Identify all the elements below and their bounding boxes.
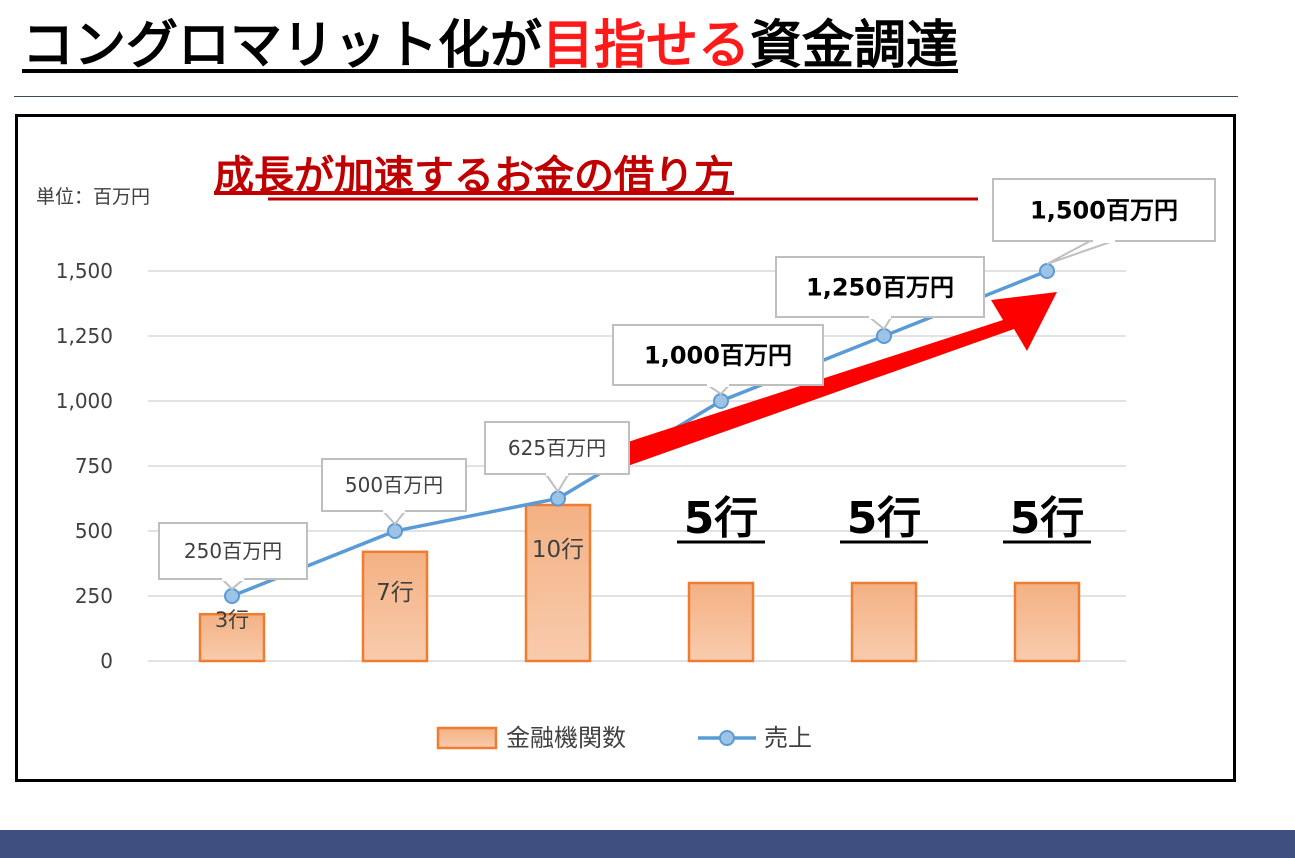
bar [1013, 581, 1081, 663]
sales-point [550, 490, 566, 507]
chart-frame: 0 250 500 750 1,000 1,250 1,500 成長が加速するお金の借り方単… [15, 114, 1236, 782]
callout-pointer [1046, 239, 1117, 265]
sales-data-label: 250百万円 [184, 539, 282, 563]
callout-joint [1093, 238, 1115, 243]
title-part-1: コングロマリット化が [22, 16, 543, 76]
legend-label-bars: 金融機関数 [506, 724, 626, 752]
sales-line [231, 269, 1048, 598]
callout-pointer [381, 509, 407, 526]
combo-chart: 0 250 500 750 1,000 1,250 1,500 成長が加速するお金の借り方単… [36, 153, 1216, 752]
callout-box [612, 324, 824, 386]
title-divider [14, 96, 1238, 97]
callout-box [992, 178, 1216, 242]
legend-marker-line [719, 730, 735, 746]
bar-label: 10行 [532, 537, 584, 563]
sales-point [876, 328, 892, 344]
bar [850, 581, 918, 663]
sales-data-label: 1,250百万円 [806, 274, 954, 302]
y-tick-label: 1,000 [56, 389, 113, 413]
title-part-2: 資金調達 [750, 16, 959, 76]
y-tick-label: 1,500 [56, 259, 113, 283]
callout-joint [707, 382, 729, 387]
sales-point [224, 588, 240, 604]
callout-joint [546, 471, 568, 476]
y-tick-label: 0 [100, 649, 113, 673]
bar-label: 7行 [376, 580, 414, 606]
sales-data-label: 625百万円 [508, 436, 606, 460]
callout-joint [222, 576, 244, 581]
bar-label: 5行 [684, 493, 759, 544]
growth-arrow [594, 292, 1057, 474]
bar-label: 5行 [1010, 493, 1085, 544]
sales-data-label: 500百万円 [345, 473, 443, 497]
bar-label: 3行 [215, 608, 249, 632]
slide-title: コングロマリット化が目指せる資金調達 [22, 16, 959, 76]
bar-label: 5行 [847, 493, 922, 544]
callout-box [775, 256, 985, 318]
y-tick-label: 500 [75, 519, 113, 543]
chart-title: 成長が加速するお金の借り方 [214, 153, 734, 199]
callout-pointer [544, 472, 570, 494]
footer-bar [0, 830, 1295, 858]
bar [361, 550, 429, 663]
legend-swatch-bars [436, 726, 498, 750]
callout-joint [383, 508, 405, 513]
bar [687, 581, 755, 663]
bar [524, 503, 592, 663]
y-tick-label: 750 [75, 454, 113, 478]
unit-label: 単位：百万円 [36, 186, 150, 208]
sales-point [387, 523, 403, 539]
sales-point [713, 393, 729, 409]
callout-joint [869, 314, 891, 319]
sales-data-label: 1,000百万円 [644, 342, 792, 370]
y-tick-label: 250 [75, 584, 113, 608]
sales-data-label: 1,500百万円 [1030, 197, 1178, 225]
legend-label-line: 売上 [764, 724, 812, 752]
callout-box [484, 421, 630, 475]
title-highlight: 目指せる [542, 16, 751, 76]
callout-pointer [867, 315, 893, 331]
sales-point [1039, 263, 1055, 279]
bar [198, 612, 266, 663]
y-tick-label: 1,250 [56, 324, 113, 348]
